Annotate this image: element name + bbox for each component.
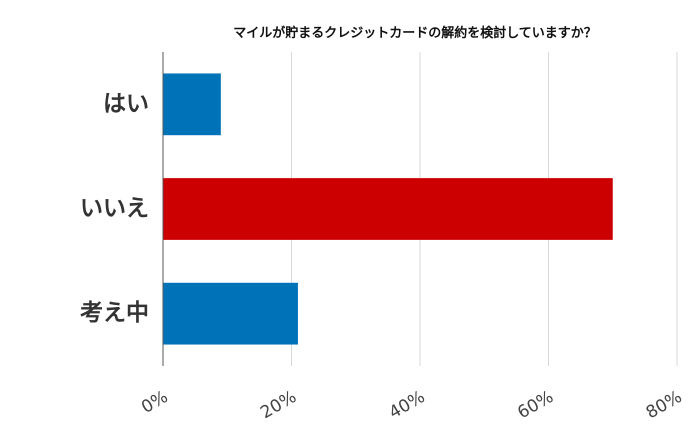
category-label: 考え中 <box>80 300 149 326</box>
x-tick-label: 80% <box>643 387 686 423</box>
category-label: いいえ <box>80 196 149 222</box>
chart-title: マイルが貯まるクレジットカードの解約を検討していますか？ <box>233 26 597 41</box>
x-tick-label: 40% <box>386 387 429 423</box>
x-tick-label: 0% <box>138 387 171 418</box>
x-tick-label: 20% <box>257 387 300 423</box>
bar <box>163 282 298 345</box>
category-label: はい <box>103 91 149 117</box>
x-tick-label: 60% <box>514 387 557 423</box>
x-tick-labels: 0% 20% 40% 60% 80% <box>138 387 685 423</box>
bars <box>163 73 613 345</box>
bar <box>163 73 221 136</box>
bar <box>163 178 613 240</box>
